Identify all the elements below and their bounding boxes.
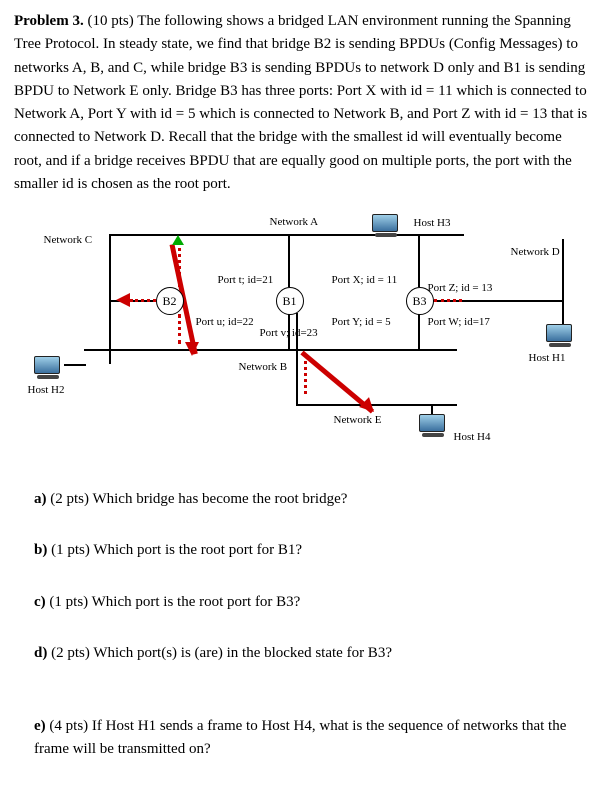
host-h4-icon bbox=[419, 414, 447, 438]
host-h3-label: Host H3 bbox=[414, 215, 451, 232]
network-b-line bbox=[84, 349, 457, 351]
network-d-label: Network D bbox=[511, 244, 560, 261]
q-c-label: c) bbox=[34, 594, 46, 610]
bridge-b2: B2 bbox=[156, 287, 184, 315]
q-c-pts: (1 pts) bbox=[49, 594, 88, 610]
problem-heading: Problem 3. bbox=[14, 13, 84, 29]
host-h1-label: Host H1 bbox=[529, 350, 566, 367]
q-c-text: Which port is the root port for B3? bbox=[92, 594, 301, 610]
question-e: e) (4 pts) If Host H1 sends a frame to H… bbox=[34, 715, 593, 762]
q-b-label: b) bbox=[34, 542, 47, 558]
stp-diagram: Network A Host H3 Network C Network B Ne… bbox=[24, 204, 584, 464]
h2-link bbox=[64, 364, 86, 366]
network-c-label: Network C bbox=[44, 232, 93, 249]
network-a-line bbox=[109, 234, 464, 236]
q-a-text: Which bridge has become the root bridge? bbox=[92, 491, 347, 507]
question-d: d) (2 pts) Which port(s) is (are) in the… bbox=[34, 642, 593, 665]
host-h2-label: Host H2 bbox=[28, 382, 65, 399]
q-b-pts: (1 pts) bbox=[51, 542, 90, 558]
network-b-label: Network B bbox=[239, 359, 288, 376]
host-h4-label: Host H4 bbox=[454, 429, 491, 446]
b2-bpdu-a-arrow bbox=[172, 235, 184, 245]
network-a-label: Network A bbox=[270, 214, 319, 231]
q-a-pts: (2 pts) bbox=[50, 491, 89, 507]
bridge-b3: B3 bbox=[406, 287, 434, 315]
network-e-label: Network E bbox=[334, 412, 382, 429]
b2-bpdu-c-dash bbox=[130, 299, 156, 302]
q-e-pts: (4 pts) bbox=[49, 718, 88, 734]
b1-bpdu-e-dash bbox=[304, 354, 307, 394]
b3-to-b bbox=[418, 313, 420, 349]
question-c: c) (1 pts) Which port is the root port f… bbox=[34, 591, 593, 614]
b1-to-a bbox=[288, 234, 290, 287]
q-d-label: d) bbox=[34, 645, 47, 661]
host-h2-icon bbox=[34, 356, 62, 380]
b3-bpdu-d-dash bbox=[434, 299, 462, 302]
questions-list: a) (2 pts) Which bridge has become the r… bbox=[14, 488, 593, 762]
bridge-b1: B1 bbox=[276, 287, 304, 315]
question-b: b) (1 pts) Which port is the root port f… bbox=[34, 539, 593, 562]
q-a-label: a) bbox=[34, 491, 47, 507]
q-b-text: Which port is the root port for B1? bbox=[93, 542, 302, 558]
b3-to-a bbox=[418, 234, 420, 287]
host-h3-icon bbox=[372, 214, 400, 238]
port-w-label: Port W; id=17 bbox=[428, 314, 490, 331]
port-z-label: Port Z; id = 13 bbox=[428, 280, 493, 297]
q-d-text: Which port(s) is (are) in the blocked st… bbox=[93, 645, 392, 661]
host-h1-icon bbox=[546, 324, 574, 348]
port-x-label: Port X; id = 11 bbox=[332, 272, 398, 289]
port-t-label: Port t; id=21 bbox=[218, 272, 274, 289]
q-e-text: If Host H1 sends a frame to Host H4, wha… bbox=[34, 718, 566, 757]
question-a: a) (2 pts) Which bridge has become the r… bbox=[34, 488, 593, 511]
q-e-label: e) bbox=[34, 718, 46, 734]
b2-bpdu-c-arrow bbox=[116, 293, 130, 307]
problem-body: The following shows a bridged LAN enviro… bbox=[14, 13, 587, 192]
b2-bpdu-b-dash bbox=[178, 314, 181, 344]
port-u-label: Port u; id=22 bbox=[196, 314, 254, 331]
problem-points: (10 pts) bbox=[87, 13, 133, 29]
b1-to-e bbox=[296, 313, 298, 404]
port-y-label: Port Y; id = 5 bbox=[332, 314, 391, 331]
red-arrow-b2-diag-head bbox=[185, 342, 199, 356]
network-c-line bbox=[109, 234, 111, 364]
problem-statement: Problem 3. (10 pts) The following shows … bbox=[14, 10, 593, 196]
h4-stub bbox=[456, 404, 457, 406]
b1-to-b bbox=[288, 313, 290, 349]
q-d-pts: (2 pts) bbox=[51, 645, 90, 661]
